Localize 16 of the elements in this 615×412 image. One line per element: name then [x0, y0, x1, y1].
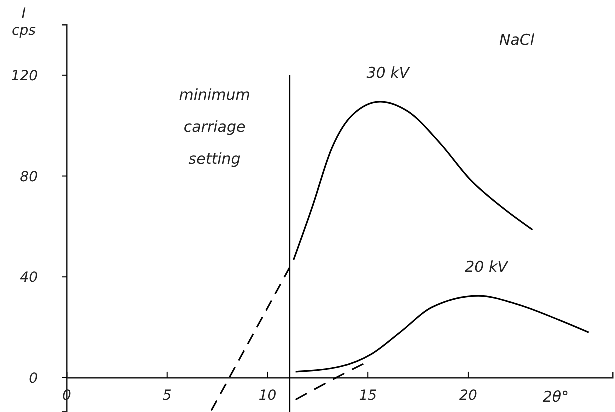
x-tick-label: 5: [162, 388, 172, 404]
x-axis-title: 2θ°: [542, 388, 570, 406]
y-tick-label: 80: [20, 169, 38, 186]
line-series: [293, 101, 534, 261]
x-tick-label: 15: [359, 388, 378, 404]
y-axis-title: I cps: [12, 6, 36, 39]
series-label: 20 kV: [465, 258, 510, 276]
x-tick-label: 20: [460, 388, 478, 404]
ref-line-label: minimum carriage setting: [179, 86, 250, 168]
y-tick-label: 0: [29, 370, 38, 387]
y-tick-label: 40: [20, 270, 38, 286]
line-series: [295, 295, 590, 373]
x-tick-label: 10: [258, 388, 277, 404]
series-label: 30 kV: [366, 64, 412, 82]
chart-title: NaCl: [499, 31, 536, 49]
y-tick-label: 120: [11, 68, 38, 84]
